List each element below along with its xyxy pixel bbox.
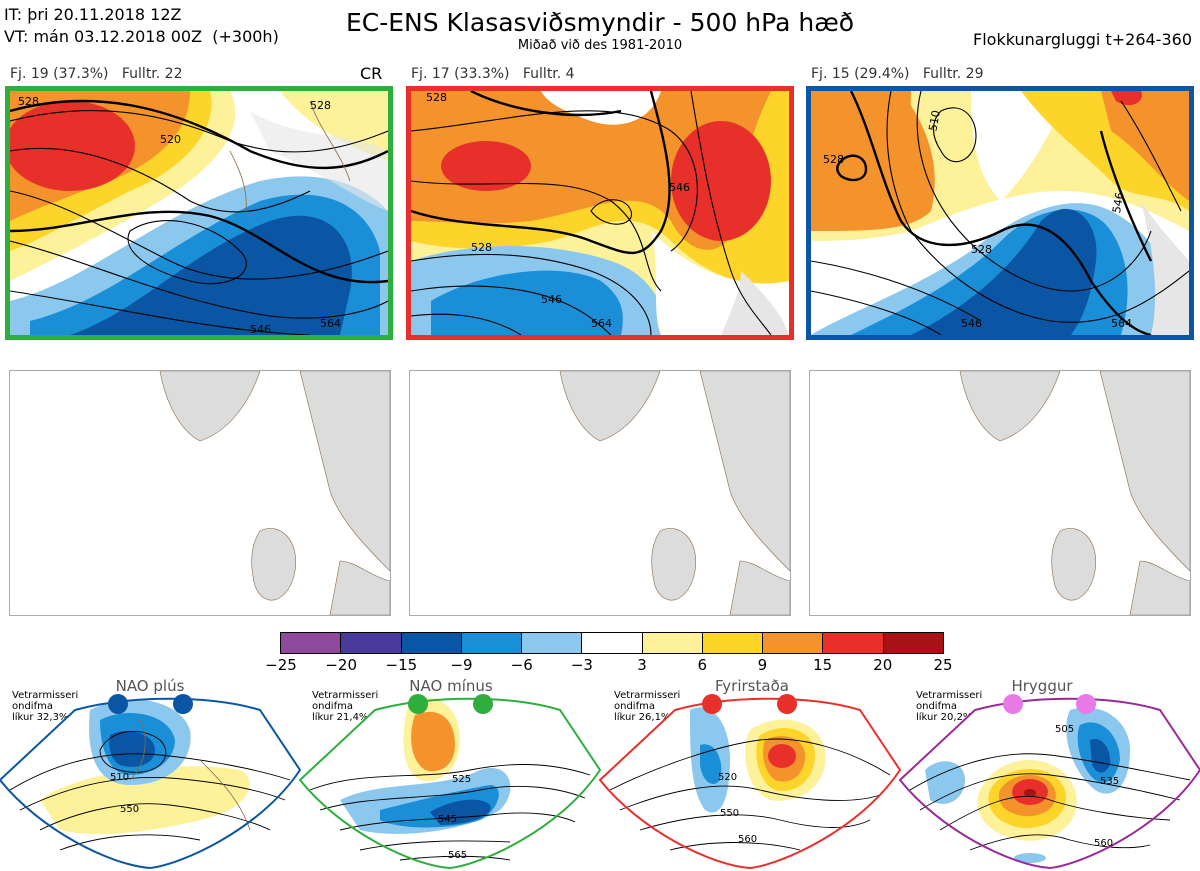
regime-contour-label: 560: [1094, 838, 1113, 849]
regime-1-note: Vetrarmisseri ondifma líkur 32,3%: [12, 690, 79, 723]
contour-label: 546: [1110, 191, 1126, 214]
regime-4-map: 505 535 560: [898, 694, 1200, 870]
regime-contour-label: 510: [110, 772, 129, 783]
regime-1-map: 510 550: [0, 694, 302, 870]
regime-maps: 510 550 525 545 565: [0, 694, 1200, 870]
regime-contour-label: 560: [738, 834, 757, 845]
regime-3-title: Fyrirstaða: [715, 677, 789, 695]
colorbar-tick-label: −15: [385, 656, 418, 674]
colorbar-tick-label: 3: [637, 656, 647, 674]
colorbar-tick-label: −20: [325, 656, 357, 674]
regime-4-title: Hryggur: [1011, 677, 1073, 695]
empty-base-map-2: [409, 370, 791, 616]
contour-label: 546: [669, 181, 690, 194]
valid-time: VT: mán 03.12.2018 00Z (+300h): [4, 27, 279, 46]
colorbar-swatch: [281, 633, 342, 653]
contour-label: 546: [541, 293, 562, 306]
contour-label: 510: [926, 109, 942, 132]
regime-contour-label: 550: [720, 808, 739, 819]
classification-window: Flokkunargluggi t+264-360: [973, 30, 1192, 49]
empty-base-map-1: [9, 370, 391, 616]
regime-contour-label: 545: [438, 814, 457, 825]
cluster-1-map: 520 528 528 546 564: [5, 86, 393, 340]
contour-label: 528: [823, 153, 844, 166]
regime-1-title: NAO plús: [115, 677, 185, 695]
contour-label: 546: [961, 317, 982, 330]
cluster-2-label: Fj. 17 (33.3%) Fulltr. 4: [411, 66, 575, 82]
contour-label: 528: [471, 241, 492, 254]
cluster-1-tag: CR: [360, 64, 383, 83]
regime-3-map: 520 550 560: [598, 694, 902, 870]
colorbar-swatch: [642, 633, 703, 653]
contour-label: 520: [160, 133, 181, 146]
colorbar-tick-label: 6: [697, 656, 708, 674]
contour-label: 564: [591, 317, 612, 330]
regime-contour-label: 565: [448, 850, 467, 861]
empty-base-map-3: [809, 370, 1191, 616]
header-info: IT: þri 20.11.2018 12Z VT: mán 03.12.201…: [4, 4, 279, 48]
colorbar-tick-label: −3: [570, 656, 593, 674]
cluster-3-label: Fj. 15 (29.4%) Fulltr. 29: [811, 66, 984, 82]
contour-label: 564: [1111, 317, 1132, 330]
colorbar-tick-label: 15: [813, 656, 833, 674]
colorbar-tick-label: 25: [933, 656, 953, 674]
regime-2-note: Vetrarmisseri ondifma líkur 21,4%: [312, 690, 379, 723]
page-title: EC-ENS Klasasviðsmyndir - 500 hPa hæð: [345, 8, 855, 37]
regime-2-title: NAO mínus: [409, 677, 493, 695]
colorbar-swatch: [883, 633, 943, 653]
colorbar-swatch: [702, 633, 764, 653]
contour-label: 546: [250, 323, 271, 335]
contour-label: 528: [18, 95, 39, 108]
page-subtitle: Miðað við des 1981-2010: [517, 38, 683, 53]
colorbar-swatch: [522, 633, 583, 653]
colorbar-swatch: [582, 633, 643, 653]
colorbar-swatch: [341, 633, 402, 653]
colorbar-swatch: [401, 633, 462, 653]
colorbar-swatch: [461, 633, 523, 653]
regime-contour-label: 550: [120, 804, 139, 815]
colorbar-tick-label: −25: [265, 656, 297, 674]
contour-label: 528: [971, 243, 992, 256]
regime-contour-label: 535: [1100, 776, 1119, 787]
regime-3-note: Vetrarmisseri ondifma líkur 26,1%: [614, 690, 681, 723]
cluster-3-map: 510 528 528 546 546 564: [806, 86, 1194, 340]
colorbar-tick-label: 9: [757, 656, 768, 674]
cluster-2-map: 528 528 546 546 564: [406, 86, 794, 340]
colorbar: [280, 632, 944, 654]
colorbar-swatch: [763, 633, 824, 653]
contour-label: 564: [320, 317, 341, 330]
regime-contour-label: 525: [452, 774, 471, 785]
regime-contour-label: 505: [1055, 724, 1074, 735]
colorbar-tick-label: −6: [510, 656, 533, 674]
colorbar-tick-label: 20: [873, 656, 893, 674]
regime-4-note: Vetrarmisseri ondifma líkur 20,2%: [916, 690, 983, 723]
colorbar-tick-label: −9: [450, 656, 473, 674]
init-time: IT: þri 20.11.2018 12Z: [4, 5, 182, 24]
contour-label: 528: [310, 99, 331, 112]
regime-2-map: 525 545 565: [298, 694, 602, 870]
cluster-1-label: Fj. 19 (37.3%) Fulltr. 22: [10, 66, 183, 82]
colorbar-swatch: [823, 633, 884, 653]
contour-label: 528: [426, 91, 447, 104]
regime-contour-label: 520: [718, 772, 737, 783]
